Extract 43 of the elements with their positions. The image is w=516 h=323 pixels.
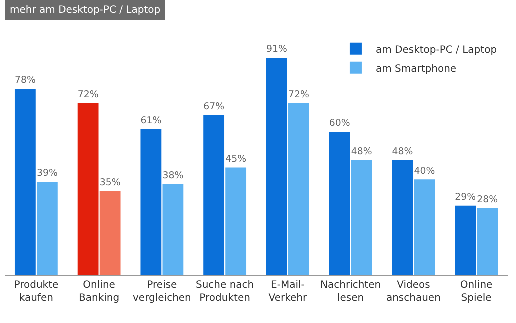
x-tick-label: Online Banking xyxy=(79,280,120,304)
data-label: 35% xyxy=(100,178,121,189)
bar xyxy=(414,180,436,275)
data-label: 61% xyxy=(140,116,162,127)
bar xyxy=(226,168,247,275)
x-tick-label: Produkte kaufen xyxy=(14,280,59,304)
data-label: 29% xyxy=(455,192,476,204)
x-tick-label: Suche nach Produkten xyxy=(196,280,254,304)
legend-label: am Desktop-PC / Laptop xyxy=(376,44,498,56)
bar xyxy=(78,103,99,275)
data-label: 78% xyxy=(14,75,36,86)
x-tick-label: Preise vergleichen xyxy=(132,280,192,304)
x-tick-label: Videos anschauen xyxy=(386,280,441,304)
bar xyxy=(266,58,288,275)
x-tick-label: Online Spiele xyxy=(460,280,493,304)
bar xyxy=(36,182,58,275)
data-label: 40% xyxy=(414,166,436,177)
data-label: 67% xyxy=(204,101,225,112)
data-label: 72% xyxy=(288,90,310,101)
data-label: 48% xyxy=(392,146,414,158)
bar xyxy=(288,103,310,275)
bar xyxy=(140,130,162,275)
bar xyxy=(351,160,372,275)
data-label: 60% xyxy=(329,118,350,130)
chart-title: mehr am Desktop-PC / Laptop xyxy=(10,5,161,16)
data-label: 28% xyxy=(477,194,498,206)
data-label: 39% xyxy=(37,168,58,180)
bar xyxy=(100,192,121,275)
data-label: 72% xyxy=(78,90,99,101)
data-label: 48% xyxy=(351,146,372,158)
bar xyxy=(392,160,414,275)
data-label: 91% xyxy=(266,44,288,56)
data-label: 45% xyxy=(226,154,247,165)
bar xyxy=(329,132,350,275)
data-label: 38% xyxy=(162,170,184,182)
bar xyxy=(455,206,476,275)
legend-label: am Smartphone xyxy=(376,64,457,75)
x-tick-label: E-Mail- Verkehr xyxy=(268,280,308,304)
bar xyxy=(204,115,225,275)
bar xyxy=(477,208,498,275)
bar xyxy=(14,89,36,275)
x-tick-label: Nachrichten lesen xyxy=(320,280,382,304)
bar xyxy=(162,184,184,275)
